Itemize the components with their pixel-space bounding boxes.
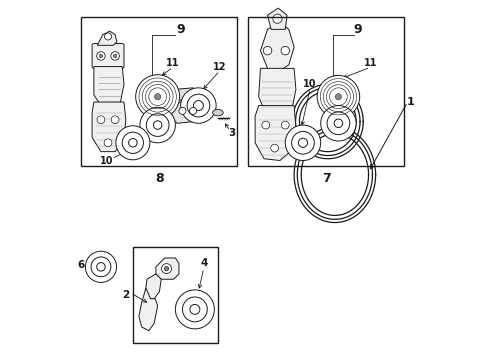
Polygon shape [171,88,196,100]
Circle shape [285,125,320,161]
Circle shape [281,121,288,129]
Text: 7: 7 [321,172,330,185]
Circle shape [281,46,289,55]
Text: 3: 3 [228,128,235,138]
Bar [247,17,403,166]
Text: 11: 11 [363,58,376,68]
Polygon shape [139,288,157,330]
Circle shape [161,264,171,274]
Circle shape [335,94,341,100]
Circle shape [154,94,161,100]
Circle shape [189,107,196,114]
Text: 6: 6 [77,260,84,270]
Text: 2: 2 [122,290,129,300]
Polygon shape [267,8,286,30]
Polygon shape [156,258,179,279]
Circle shape [262,121,269,129]
Circle shape [97,116,104,123]
Polygon shape [258,68,295,114]
Text: 11: 11 [166,58,179,68]
Text: 9: 9 [353,23,362,36]
Text: 4: 4 [200,258,207,268]
Polygon shape [97,31,117,45]
Polygon shape [170,100,202,123]
Text: 8: 8 [155,172,163,185]
Circle shape [97,52,105,60]
Ellipse shape [212,109,223,116]
Polygon shape [255,105,295,161]
Circle shape [263,46,271,55]
Polygon shape [145,274,161,299]
Circle shape [85,251,116,283]
Text: 5: 5 [145,114,152,124]
Circle shape [99,54,102,58]
Polygon shape [94,67,124,107]
Circle shape [320,105,355,141]
Text: 12: 12 [212,62,226,72]
Circle shape [111,52,119,60]
Circle shape [179,107,185,114]
Text: 9: 9 [176,23,184,36]
Text: 1: 1 [406,97,413,107]
Circle shape [135,75,179,119]
Circle shape [181,88,216,123]
Circle shape [140,107,175,143]
Polygon shape [92,102,125,152]
Circle shape [270,144,278,152]
Text: 10: 10 [303,79,316,89]
Circle shape [164,266,168,271]
Polygon shape [260,22,293,72]
Circle shape [175,290,214,329]
Bar [133,247,218,343]
Circle shape [272,14,282,23]
Bar [81,17,237,166]
Circle shape [113,54,117,58]
Circle shape [317,76,359,118]
Circle shape [111,116,119,123]
Circle shape [104,33,111,40]
Circle shape [116,126,149,160]
FancyBboxPatch shape [92,44,124,68]
Text: 10: 10 [100,156,113,166]
Circle shape [104,139,112,147]
